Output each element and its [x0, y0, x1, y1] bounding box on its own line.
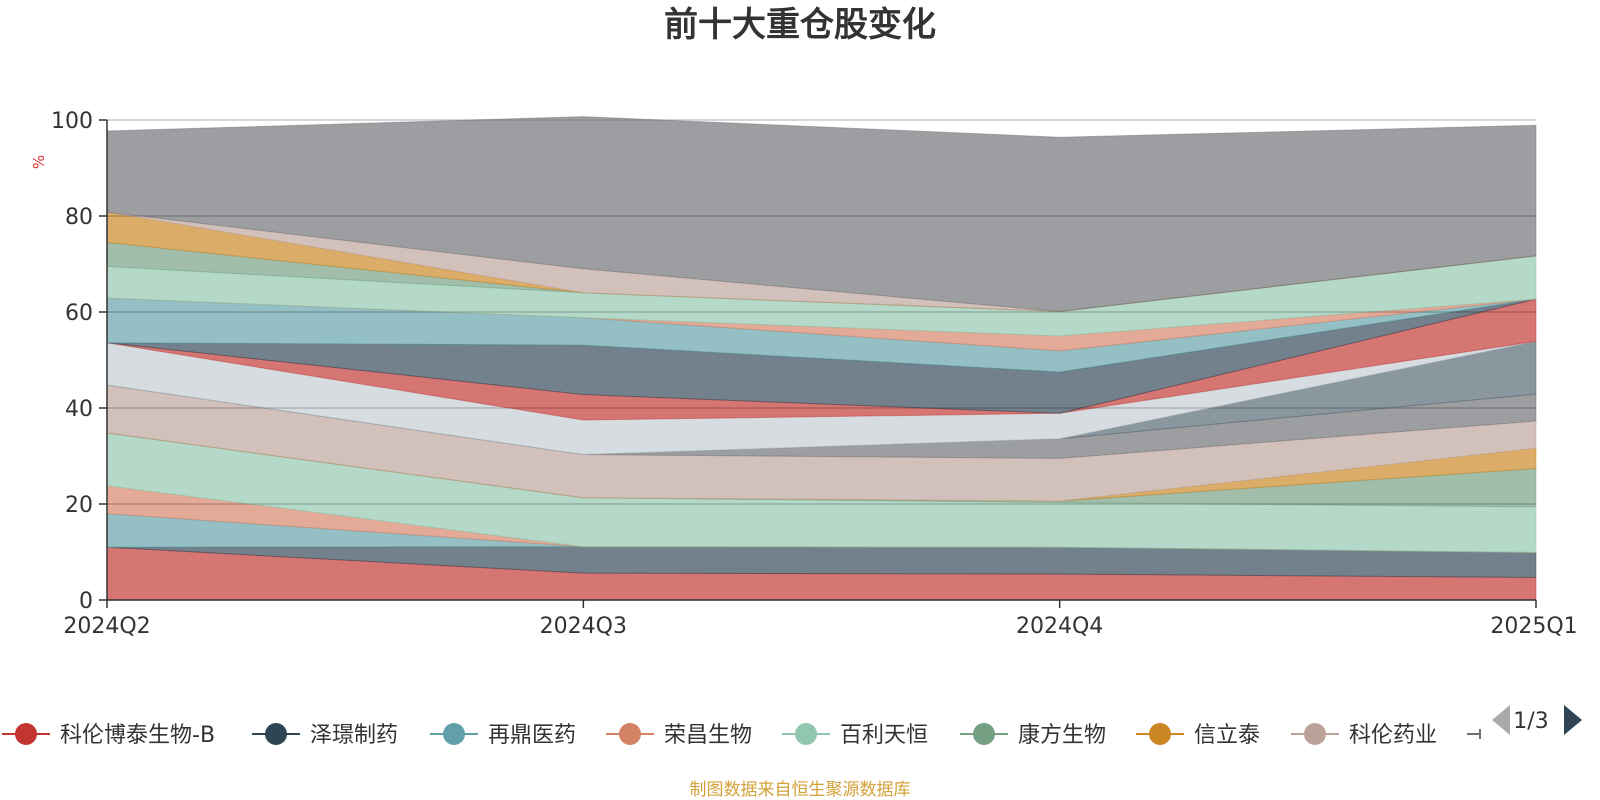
- legend-item[interactable]: 科伦药业: [1291, 723, 1437, 748]
- x-tick-label: 2025Q1: [1490, 614, 1577, 639]
- legend-page-indicator: 1/3: [1513, 709, 1548, 734]
- chart-title: 前十大重仓股变化: [664, 5, 936, 45]
- legend-circle-marker: [795, 723, 817, 745]
- legend-item[interactable]: 荣昌生物: [606, 723, 752, 748]
- legend-pager: 1/3: [1492, 705, 1582, 735]
- legend-label: 百利天恒: [840, 723, 928, 748]
- legend-item[interactable]: 百利天恒: [782, 723, 928, 748]
- y-tick-label: 40: [65, 397, 93, 422]
- area-series-10[interactable]: [106, 340, 1537, 456]
- area-series-layer: [106, 116, 1537, 601]
- legend-item[interactable]: 再鼎医药: [430, 723, 576, 748]
- grid-lines-overlay: [107, 215, 1536, 505]
- legend-circle-marker: [1149, 723, 1171, 745]
- legend-label: 信立泰: [1194, 723, 1260, 748]
- y-tick-label: 80: [65, 205, 93, 230]
- legend-label: 泽璟制药: [310, 723, 398, 748]
- legend-prev-page-icon[interactable]: [1492, 705, 1510, 735]
- legend-circle-marker: [619, 723, 641, 745]
- legend-label: 科伦药业: [1349, 723, 1437, 748]
- axes: 0 20 40 60 80 100 2024Q2 2024Q3 2024Q4 2025Q1: [51, 109, 1578, 639]
- area-series-20[interactable]: [106, 116, 1537, 313]
- area-series-4[interactable]: [106, 485, 1537, 553]
- legend-label: 康方生物: [1018, 723, 1106, 748]
- area-series-18[interactable]: [106, 211, 1537, 313]
- x-tick-label: 2024Q4: [1016, 614, 1103, 639]
- y-axis-label: %: [30, 155, 48, 169]
- legend-label: 再鼎医药: [488, 723, 576, 748]
- legend-circle-marker: [15, 723, 37, 745]
- area-series-9[interactable]: [106, 384, 1537, 459]
- area-series-3[interactable]: [106, 513, 1537, 553]
- legend-label: 荣昌生物: [664, 723, 752, 748]
- y-tick-label: 20: [65, 493, 93, 518]
- area-series-2[interactable]: [106, 546, 1537, 578]
- area-series-11[interactable]: [106, 340, 1537, 456]
- x-tick-label: 2024Q3: [540, 614, 627, 639]
- legend-next-page-icon[interactable]: [1564, 705, 1582, 735]
- legend: 科伦博泰生物-B 泽璟制药 再鼎医药 荣昌生物 百利天恒 康方生物 信立泰 科伦药业: [2, 723, 1481, 748]
- legend-item[interactable]: 信立泰: [1136, 723, 1260, 748]
- y-tick-label: 0: [79, 589, 93, 614]
- area-series-17[interactable]: [106, 241, 1537, 313]
- y-tick-label: 100: [51, 109, 93, 134]
- y-tick-label: 60: [65, 301, 93, 326]
- legend-item[interactable]: 康方生物: [960, 723, 1106, 748]
- x-tick-label: 2024Q2: [63, 614, 150, 639]
- legend-circle-marker: [265, 723, 287, 745]
- legend-circle-marker: [973, 723, 995, 745]
- legend-circle-marker: [1304, 723, 1326, 745]
- data-source-note: 制图数据来自恒生聚源数据库: [690, 780, 911, 800]
- legend-circle-marker: [443, 723, 465, 745]
- legend-item-partial[interactable]: [1467, 729, 1481, 739]
- legend-item[interactable]: 科伦博泰生物-B: [2, 723, 215, 748]
- legend-label: 科伦博泰生物-B: [60, 723, 215, 748]
- legend-item[interactable]: 泽璟制药: [252, 723, 398, 748]
